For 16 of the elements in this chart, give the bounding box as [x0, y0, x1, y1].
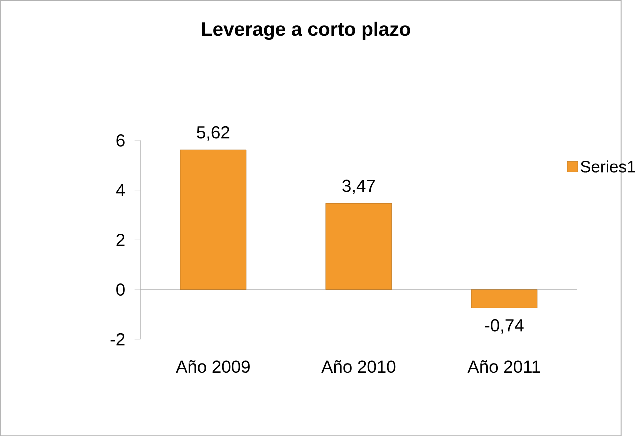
y-tick-label: 6: [116, 134, 125, 148]
x-tick-label: Año 2011: [468, 360, 540, 374]
bar: [180, 150, 247, 290]
x-tick-label: Año 2010: [322, 360, 396, 374]
chart-title: Leverage a corto plazo: [202, 22, 410, 40]
y-tick-label: 4: [116, 184, 126, 197]
bar: [326, 204, 392, 290]
y-tick-label: 0: [116, 284, 125, 296]
data-label: -0,74: [485, 320, 524, 334]
bar: [471, 290, 538, 309]
y-tick-label: 2: [116, 234, 125, 246]
data-label: 5,62: [197, 126, 230, 142]
y-tick-label: -2: [110, 334, 125, 346]
data-label: 3,47: [342, 180, 376, 195]
x-tick-label: Año 2009: [176, 360, 250, 374]
legend-label: Series1: [580, 160, 636, 173]
